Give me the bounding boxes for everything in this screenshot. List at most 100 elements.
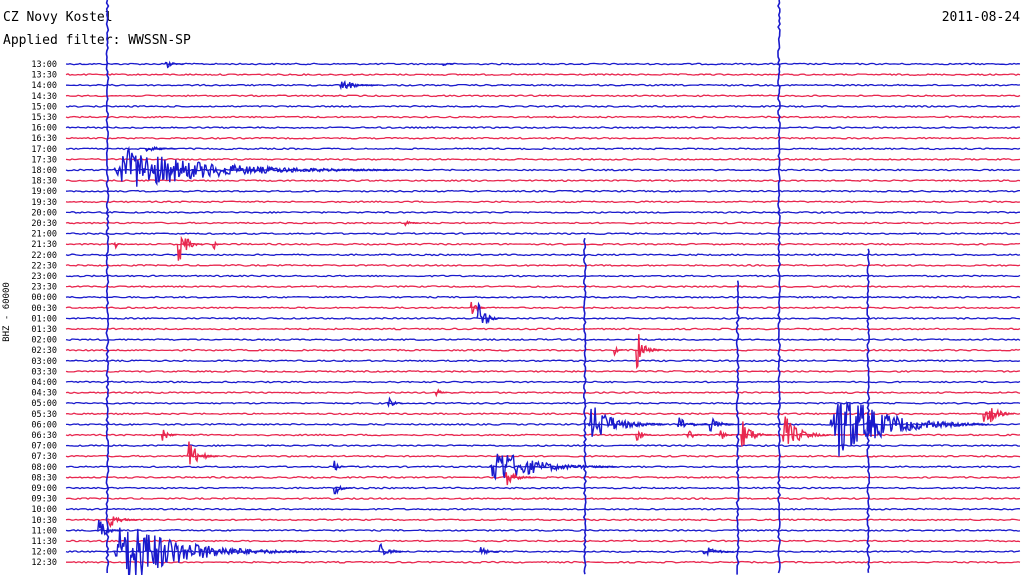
event-burst — [144, 145, 177, 153]
trace-row — [65, 285, 1021, 289]
trace-row — [66, 560, 1021, 564]
event-burst — [479, 546, 499, 556]
row-time-label: 20:30 — [31, 219, 57, 229]
row-time-label: 12:30 — [31, 558, 57, 568]
trace-row — [65, 179, 1021, 183]
trace-row — [65, 263, 1021, 267]
row-time-label: 01:30 — [31, 325, 57, 335]
event-burst — [113, 145, 400, 187]
row-time-label: 10:30 — [31, 516, 57, 526]
trace-row — [65, 391, 1021, 395]
row-time-label: 19:00 — [31, 187, 57, 197]
row-time-label: 22:30 — [31, 261, 57, 271]
row-time-label: 06:30 — [31, 431, 57, 441]
event-burst — [332, 484, 353, 495]
row-time-label: 21:00 — [31, 230, 57, 240]
row-time-label: 17:30 — [31, 155, 57, 165]
event-burst — [718, 430, 734, 439]
event-burst — [441, 62, 454, 67]
trace-row — [65, 401, 1021, 405]
trace-row — [65, 253, 1021, 257]
trace-row — [65, 369, 1021, 373]
event-burst — [676, 417, 709, 429]
row-time-label: 09:30 — [31, 495, 57, 505]
trace-row — [65, 126, 1021, 130]
event-burst — [434, 388, 448, 398]
trace-row — [66, 83, 1021, 87]
event-burst — [211, 240, 222, 251]
trace-row — [65, 497, 1021, 501]
event-burst — [160, 429, 177, 441]
trace-row — [65, 359, 1021, 363]
trace-row — [65, 306, 1021, 310]
large-event-line — [777, 0, 782, 574]
trace-row — [65, 242, 1021, 246]
row-time-label: 14:00 — [31, 81, 57, 91]
trace-row — [65, 157, 1021, 161]
station-name: CZ Novy Kostel — [3, 10, 113, 25]
event-burst — [612, 345, 623, 357]
event-burst — [587, 407, 668, 437]
trace-row — [65, 380, 1021, 384]
row-time-label: 09:00 — [31, 484, 57, 494]
row-time-label: 10:00 — [31, 505, 57, 515]
event-burst — [377, 542, 404, 556]
event-burst — [106, 516, 139, 529]
row-time-label: 02:30 — [31, 346, 57, 356]
row-time-label: 22:00 — [31, 251, 57, 261]
trace-row — [66, 422, 1021, 426]
large-event-line — [735, 280, 740, 575]
trace-row — [65, 507, 1021, 511]
event-burst — [403, 220, 419, 227]
applied-filter: Applied filter: WWSSN-SP — [3, 33, 191, 48]
trace-row — [65, 200, 1021, 204]
row-time-label: 11:30 — [31, 537, 57, 547]
large-event-line — [105, 0, 110, 574]
event-burst — [113, 241, 124, 250]
event-burst — [702, 547, 734, 557]
trace-row — [65, 518, 1021, 522]
row-time-label: 18:30 — [31, 177, 57, 187]
trace-row — [65, 295, 1021, 299]
large-event-line — [582, 237, 587, 575]
event-burst — [635, 430, 652, 441]
row-time-label: 15:00 — [31, 102, 57, 112]
row-time-label: 19:30 — [31, 198, 57, 208]
trace-row — [65, 136, 1021, 140]
event-burst — [164, 60, 184, 69]
trace-row — [65, 73, 1021, 77]
event-burst — [504, 472, 537, 486]
trace-row — [65, 528, 1021, 532]
row-time-label: 08:30 — [31, 473, 57, 483]
row-time-label: 15:30 — [31, 113, 57, 123]
row-time-label: 17:00 — [31, 145, 57, 155]
event-burst — [982, 407, 1014, 423]
trace-row — [65, 232, 1021, 236]
trace-row — [66, 210, 1021, 214]
event-burst — [475, 301, 502, 324]
row-time-label: 00:00 — [31, 293, 57, 303]
trace-row — [65, 221, 1021, 225]
row-time-label: 11:00 — [31, 526, 57, 536]
event-burst — [332, 460, 346, 471]
large-event-spans — [105, 0, 871, 575]
row-time-label: 21:30 — [31, 240, 57, 250]
row-time-label: 05:00 — [31, 399, 57, 409]
event-burst — [686, 430, 703, 439]
trace-row — [65, 454, 1021, 458]
row-time-label: 00:30 — [31, 304, 57, 314]
trace-row — [65, 444, 1021, 448]
trace-row — [65, 168, 1021, 172]
row-time-label: 23:30 — [31, 283, 57, 293]
trace-row — [65, 348, 1021, 352]
trace-row — [65, 327, 1021, 331]
row-time-label: 23:00 — [31, 272, 57, 282]
event-burst — [740, 421, 773, 447]
row-time-label: 18:00 — [31, 166, 57, 176]
row-time-label: 07:00 — [31, 442, 57, 452]
event-burst — [635, 334, 662, 370]
seismic-traces — [65, 62, 1021, 564]
row-time-label: 13:30 — [31, 71, 57, 81]
record-date: 2011-08-24 — [941, 10, 1020, 25]
